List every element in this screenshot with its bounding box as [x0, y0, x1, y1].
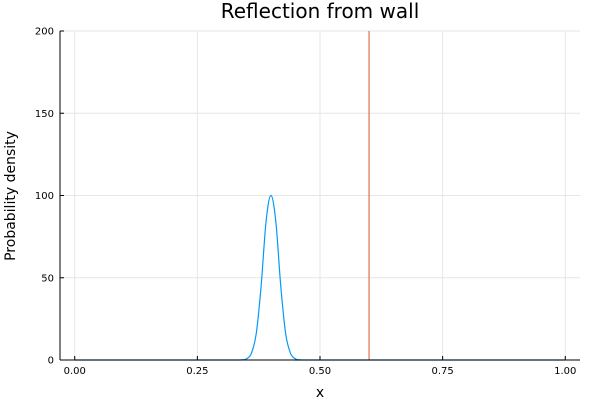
y-tick-label: 50	[41, 273, 54, 284]
chart-title: Reflection from wall	[221, 0, 420, 23]
y-axis-label: Probability density	[3, 131, 19, 261]
x-tick-label: 1.00	[554, 366, 576, 377]
y-tick-label: 0	[48, 356, 54, 367]
y-tick-label: 150	[35, 109, 54, 120]
ticks: 0.00 0.25 0.50 0.75 1.00 0 50 100 150 200	[35, 27, 577, 378]
x-tick-label: 0.50	[309, 366, 331, 377]
x-tick-label: 0.00	[64, 366, 86, 377]
x-axis-label: x	[316, 385, 324, 400]
grid	[60, 30, 580, 361]
x-tick-label: 0.25	[186, 366, 208, 377]
x-tick-label: 0.75	[432, 366, 454, 377]
y-tick-label: 200	[35, 27, 54, 38]
y-tick-label: 100	[35, 191, 54, 202]
